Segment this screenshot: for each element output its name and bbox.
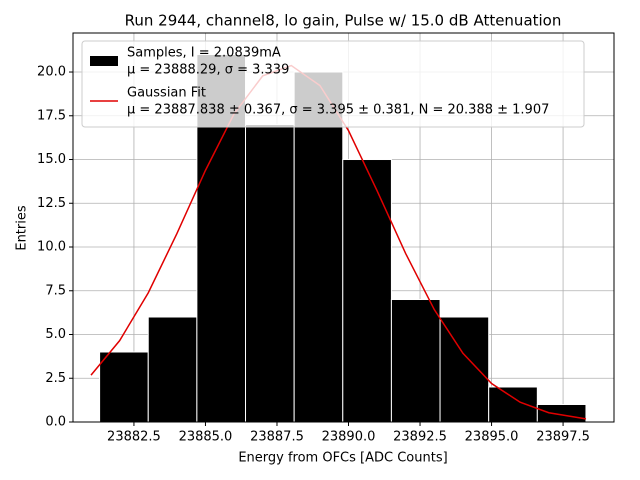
chart-title: Run 2944, channel8, lo gain, Pulse w/ 15… — [125, 12, 562, 30]
y-tick-label: 15.0 — [37, 152, 66, 167]
y-tick-label: 17.5 — [37, 108, 66, 123]
x-tick-label: 23892.5 — [393, 430, 447, 445]
bar — [390, 299, 441, 423]
bar — [342, 159, 392, 423]
y-tick-label: 10.0 — [37, 240, 66, 255]
legend-swatch — [90, 56, 118, 66]
bar — [147, 316, 198, 423]
x-axis-label: Energy from OFCs [ADC Counts] — [238, 451, 447, 466]
x-tick-label: 23885.0 — [179, 430, 233, 445]
y-tick-label: 5.0 — [45, 327, 66, 342]
x-tick-label: 23882.5 — [107, 430, 161, 445]
legend-box — [81, 40, 585, 128]
legend-label: Gaussian Fit — [127, 86, 206, 101]
y-tick-label: 7.5 — [45, 283, 66, 298]
bar — [536, 404, 587, 423]
x-tick-label: 23895.0 — [465, 430, 519, 445]
legend-detail: μ = 23887.838 ± 0.367, σ = 3.395 ± 0.381… — [127, 103, 549, 118]
x-tick-label: 23890.0 — [322, 430, 376, 445]
legend-detail: μ = 23888.29, σ = 3.339 — [127, 63, 289, 78]
bar — [245, 124, 295, 423]
x-tick-label: 23897.5 — [536, 430, 590, 445]
y-tick-label: 0.0 — [45, 415, 66, 430]
y-tick-label: 2.5 — [45, 371, 66, 386]
bar — [439, 316, 490, 423]
y-axis-label: Entries — [15, 205, 30, 251]
y-tick-label: 20.0 — [37, 65, 66, 80]
plot-frame — [72, 32, 615, 423]
y-tick-label: 12.5 — [37, 196, 66, 211]
x-tick-label: 23887.5 — [250, 430, 304, 445]
bar — [293, 71, 344, 423]
bar — [99, 351, 149, 423]
legend-label: Samples, I = 2.0839mA — [127, 46, 281, 61]
bar — [488, 386, 538, 423]
